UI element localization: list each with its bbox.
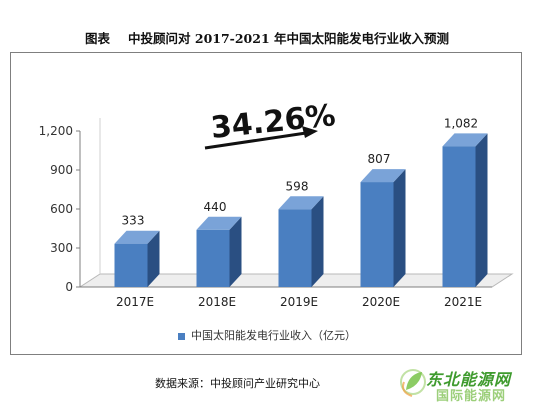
y-tick-label: 300 [50,241,73,255]
x-tick-label: 2019E [280,295,318,309]
data-source: 数据来源：中投顾问产业研究中心 [155,377,320,390]
bar [196,229,230,287]
x-tick-label: 2021E [444,295,482,309]
y-tick-label: 900 [50,163,73,177]
title-label: 图表 [85,31,111,46]
bar-top [442,133,488,147]
bar-side [311,196,324,287]
bar-side [229,216,242,287]
chart-frame [10,52,522,355]
bar [278,209,312,287]
bar-side [475,133,488,287]
watermark-logo: 东北能源网 国际能源网 [396,360,532,404]
watermark-sub: 国际能源网 [436,389,507,404]
bar-top [196,216,242,230]
bar [114,243,148,287]
bar [442,146,476,287]
legend-label: 中国太阳能发电行业收入（亿元） [191,329,356,342]
data-label: 1,082 [444,116,478,130]
bar-top [360,169,406,183]
data-label: 333 [122,214,145,228]
legend: 中国太阳能发电行业收入（亿元） [0,327,534,343]
leaf-icon [400,369,426,397]
x-tick-label: 2017E [116,295,154,309]
bar-side [393,169,406,287]
y-tick-label: 1,200 [39,124,73,138]
y-tick-label: 600 [50,202,73,216]
legend-swatch [178,332,185,340]
data-label: 598 [286,179,309,193]
data-label: 807 [368,152,391,166]
bar-side [147,230,160,287]
y-tick-label: 0 [65,280,73,294]
bar [360,182,394,287]
x-tick-label: 2020E [362,295,400,309]
watermark-name: 东北能源网 [426,370,512,389]
chart-title: 图表 中投顾问对 2017-2021 年中国太阳能发电行业收入预测 [0,28,534,47]
growth-arrow-shaft [204,131,307,150]
bar-top [114,230,160,244]
x-tick-label: 2018E [198,295,236,309]
bar-top [278,196,324,210]
growth-arrow-head [302,126,318,138]
title-text: 中投顾问对 2017-2021 年中国太阳能发电行业收入预测 [128,31,449,46]
data-label: 440 [204,200,227,214]
